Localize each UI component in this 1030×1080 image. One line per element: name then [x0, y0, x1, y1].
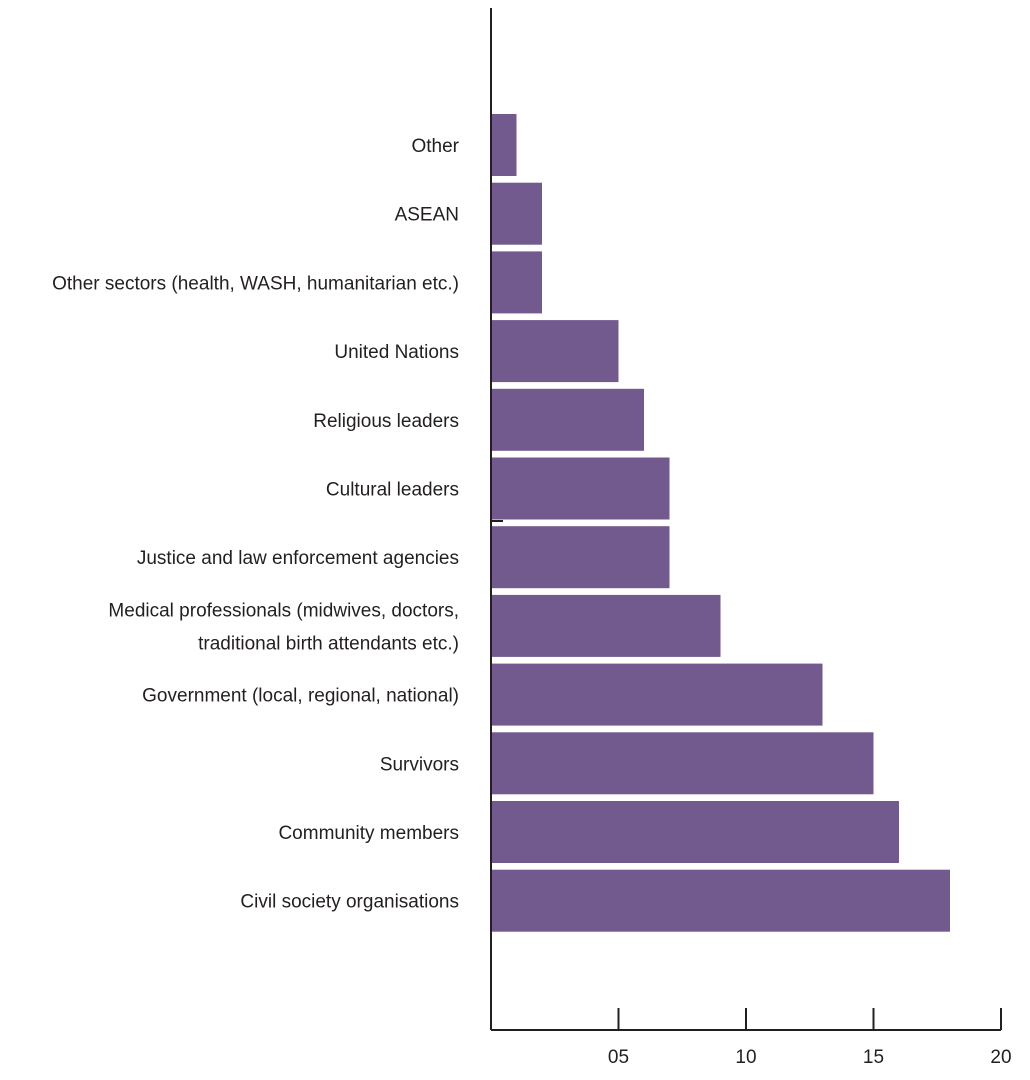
- bar-4: [491, 388, 644, 451]
- x-tick-label: 20: [990, 1047, 1011, 1068]
- x-tick-label: 05: [608, 1047, 629, 1068]
- category-label: Government (local, regional, national): [142, 686, 459, 707]
- x-axis: 05 10 15 20: [490, 8, 1012, 1068]
- category-label: Medical professionals (midwives, doctors…: [108, 600, 459, 654]
- bar-3: [491, 320, 619, 383]
- bar-1: [491, 182, 542, 245]
- category-label: Civil society organisations: [240, 892, 459, 913]
- bar-6: [491, 526, 670, 589]
- category-label: United Nations: [334, 342, 459, 363]
- bar-8: [491, 663, 823, 726]
- bar-7: [491, 594, 721, 657]
- category-label: Justice and law enforcement agencies: [137, 548, 459, 569]
- category-label: Survivors: [380, 754, 459, 775]
- bar-10: [491, 801, 899, 863]
- bar-2: [491, 251, 542, 314]
- category-label: Cultural leaders: [326, 480, 459, 501]
- category-label: Other: [411, 136, 459, 157]
- category-label: Other sectors (health, WASH, humanitaria…: [52, 273, 459, 294]
- bars-layer: [491, 114, 950, 932]
- bar-9: [491, 732, 874, 795]
- category-label: ASEAN: [395, 205, 459, 226]
- category-label: Community members: [278, 823, 459, 844]
- bar-5: [491, 457, 670, 520]
- x-tick-label: 10: [735, 1047, 756, 1068]
- x-tick-label: 15: [863, 1047, 884, 1068]
- category-labels: Other ASEAN Other sectors (health, WASH, h…: [52, 136, 460, 913]
- category-label: Religious leaders: [313, 411, 459, 432]
- bar-11: [491, 869, 950, 932]
- bar-0: [491, 114, 517, 176]
